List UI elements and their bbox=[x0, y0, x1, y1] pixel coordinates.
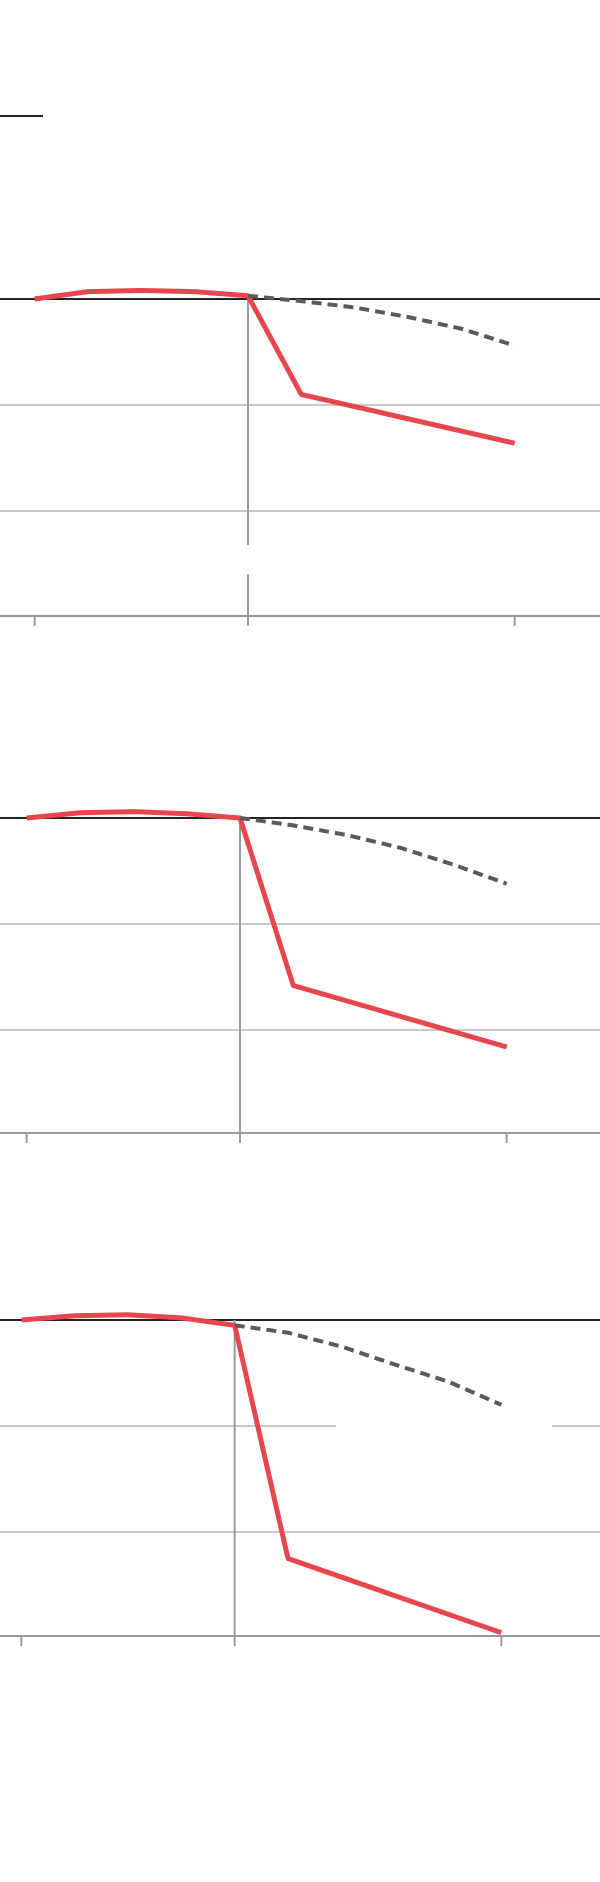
chart-panel-3 bbox=[0, 1312, 600, 1646]
actual-series-line bbox=[21, 1312, 503, 1636]
actual-series-line bbox=[26, 809, 508, 1050]
chart-panel-1 bbox=[0, 288, 600, 626]
projected-series-line bbox=[234, 1323, 503, 1407]
projected-series-line bbox=[239, 816, 508, 886]
projected-series-line bbox=[247, 293, 516, 348]
actual-series-line bbox=[34, 288, 516, 446]
chart-panel-2 bbox=[0, 809, 600, 1143]
